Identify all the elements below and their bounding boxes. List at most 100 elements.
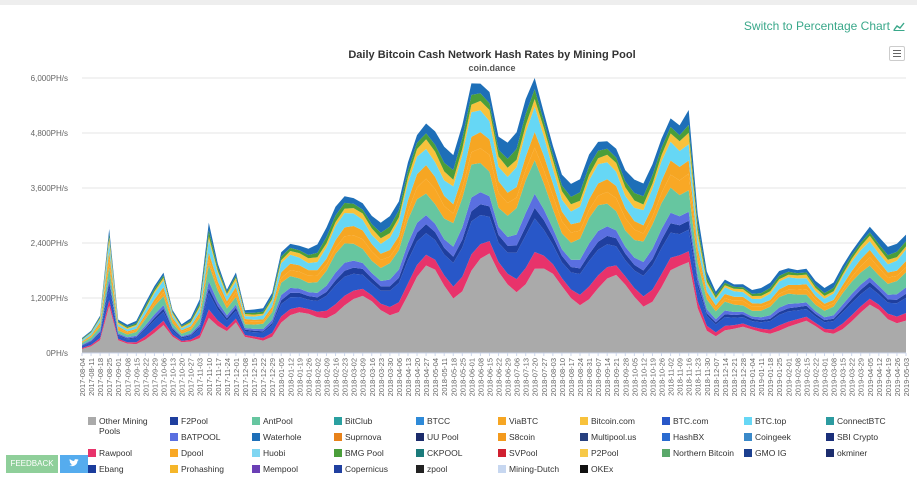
- hamburger-menu-icon: [893, 50, 901, 51]
- legend-swatch: [416, 417, 424, 425]
- x-tick-label: 2018-07-06: [513, 358, 522, 396]
- x-tick-label: 2018-09-07: [594, 358, 603, 396]
- legend-swatch: [252, 417, 260, 425]
- x-tick-label: 2019-01-18: [766, 358, 775, 396]
- x-tick-label: 2018-08-03: [549, 358, 558, 396]
- legend-label: Bitcoin.com: [591, 416, 635, 426]
- x-tick-label: 2018-11-30: [703, 358, 712, 396]
- x-tick-label: 2017-12-08: [241, 358, 250, 396]
- legend-swatch: [826, 417, 834, 425]
- chart-legend: Other Mining Pools F2Pool AntPool BitClub BT…: [80, 408, 910, 491]
- x-tick-label: 2018-03-16: [368, 358, 377, 396]
- legend-swatch: [580, 433, 588, 441]
- legend-label: Coingeek: [755, 432, 791, 442]
- area-series-btc-top[interactable]: [82, 106, 906, 342]
- legend-label: S8coin: [509, 432, 535, 442]
- legend-swatch: [170, 465, 178, 473]
- legend-swatch: [334, 465, 342, 473]
- legend-label: SVPool: [509, 448, 538, 458]
- x-tick-label: 2019-02-08: [793, 358, 802, 396]
- x-tick-label: 2018-12-07: [712, 358, 721, 396]
- x-tick-label: 2017-08-11: [87, 358, 96, 396]
- legend-label: UU Pool: [427, 432, 459, 442]
- legend-label: Huobi: [263, 448, 286, 458]
- y-tick-label: 3,600PH/s: [31, 184, 68, 193]
- legend-swatch: [170, 417, 178, 425]
- top-bar: [0, 0, 917, 5]
- x-tick-label: 2019-02-15: [802, 358, 811, 396]
- area-series-antpool[interactable]: [82, 160, 906, 345]
- legend-label: ConnectBTC: [837, 416, 886, 426]
- x-tick-label: 2018-03-23: [377, 358, 386, 396]
- area-series-btc-com[interactable]: [82, 215, 906, 348]
- legend-swatch: [252, 465, 260, 473]
- feedback-button[interactable]: FEEDBACK: [6, 455, 58, 473]
- legend-label: zpool: [427, 464, 448, 474]
- x-tick-label: 2017-12-01: [232, 358, 241, 396]
- x-tick-label: 2018-11-09: [676, 358, 685, 396]
- x-tick-label: 2018-10-05: [630, 358, 639, 396]
- legend-swatch: [416, 449, 424, 457]
- x-tick-label: 2018-04-13: [404, 358, 413, 396]
- x-tick-label: 2018-08-17: [567, 358, 576, 396]
- x-tick-label: 2018-04-27: [422, 358, 431, 396]
- legend-swatch: [88, 417, 96, 425]
- y-tick-label: 1,200PH/s: [31, 294, 68, 303]
- y-tick-label: 4,800PH/s: [31, 129, 68, 138]
- x-tick-label: 2018-03-02: [350, 358, 359, 396]
- x-tick-label: 2019-04-26: [893, 358, 902, 396]
- legend-swatch: [662, 433, 670, 441]
- legend-swatch: [498, 433, 506, 441]
- legend-swatch: [416, 433, 424, 441]
- x-tick-label: 2019-03-01: [821, 358, 830, 396]
- switch-percentage-chart-link[interactable]: Switch to Percentage Chart: [744, 19, 905, 33]
- legend-swatch: [498, 417, 506, 425]
- legend-label: Dpool: [181, 448, 204, 458]
- x-tick-label: 2018-11-02: [667, 358, 676, 396]
- x-tick-label: 2018-04-06: [395, 358, 404, 396]
- legend-swatch: [580, 417, 588, 425]
- x-tick-label: 2017-12-22: [259, 358, 268, 396]
- area-series-dpool[interactable]: [82, 147, 906, 343]
- legend-swatch: [744, 433, 752, 441]
- legend-swatch: [334, 433, 342, 441]
- x-tick-label: 2018-09-28: [621, 358, 630, 396]
- legend-swatch: [662, 449, 670, 457]
- y-tick-label: 6,000PH/s: [31, 74, 68, 83]
- legend-label: Northern Bitcoin: [673, 448, 734, 458]
- x-tick-label: 2017-12-29: [268, 358, 277, 396]
- x-tick-label: 2018-08-24: [576, 358, 585, 396]
- legend-swatch: [662, 417, 670, 425]
- twitter-button[interactable]: [60, 455, 88, 473]
- x-tick-label: 2018-05-18: [449, 358, 458, 396]
- legend-label: GMO IG: [755, 448, 787, 458]
- x-tick-label: 2018-02-09: [323, 358, 332, 396]
- x-tick-label: 2017-11-10: [205, 358, 214, 396]
- x-tick-label: 2018-02-02: [313, 358, 322, 396]
- legend-label: Rawpool: [99, 448, 133, 458]
- x-tick-label: 2019-03-22: [848, 358, 857, 396]
- x-tick-label: 2019-01-25: [775, 358, 784, 396]
- x-tick-label: 2017-09-01: [114, 358, 123, 396]
- legend-label: Other Mining Pools: [99, 416, 148, 436]
- switch-percentage-chart-label: Switch to Percentage Chart: [743, 19, 890, 33]
- x-tick-label: 2018-06-01: [467, 358, 476, 396]
- legend-label: BTC.top: [755, 416, 787, 426]
- legend-label: Prohashing: [181, 464, 225, 474]
- legend-label: Mining-Dutch: [509, 464, 560, 474]
- x-axis: 2017-08-04 2017-08-11 2017-08-18 2017-08-25…: [78, 352, 911, 396]
- x-tick-label: 2018-10-26: [658, 358, 667, 396]
- legend-swatch: [170, 433, 178, 441]
- legend-swatch: [88, 465, 96, 473]
- x-tick-label: 2018-02-16: [332, 358, 341, 396]
- x-tick-label: 2017-09-22: [141, 358, 150, 396]
- chart-menu-button[interactable]: [889, 46, 905, 61]
- x-tick-label: 2018-07-13: [522, 358, 531, 396]
- x-tick-label: 2018-01-12: [286, 358, 295, 396]
- hamburger-menu-icon-line: [893, 56, 901, 57]
- area-series-other-mining-pools[interactable]: [82, 253, 906, 353]
- legend-label: BTC.com: [673, 416, 709, 426]
- x-tick-label: 2018-11-23: [694, 358, 703, 396]
- legend-label: Multipool.us: [591, 432, 637, 442]
- x-tick-label: 2017-08-25: [105, 358, 114, 396]
